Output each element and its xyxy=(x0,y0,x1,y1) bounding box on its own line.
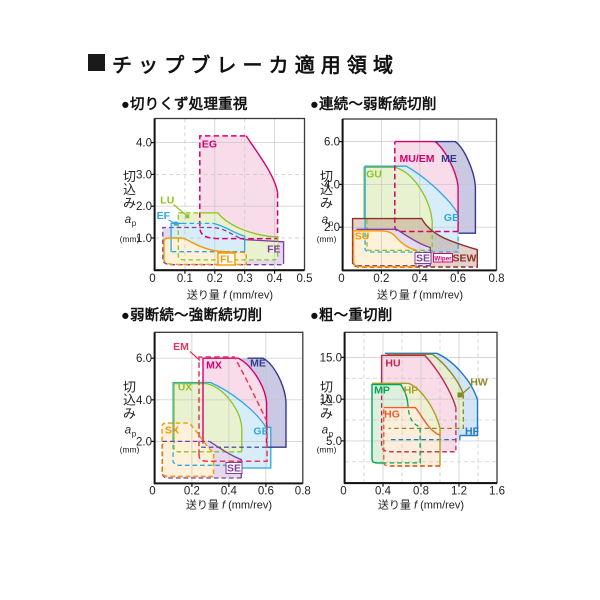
svg-text:み: み xyxy=(320,196,333,211)
svg-text:1.0: 1.0 xyxy=(136,233,152,245)
svg-text:込: 込 xyxy=(320,393,333,408)
svg-text:0: 0 xyxy=(149,273,155,285)
svg-text:●切りくず処理重視: ●切りくず処理重視 xyxy=(121,95,248,113)
svg-text:HP: HP xyxy=(404,385,419,397)
svg-text:HF: HF xyxy=(465,426,480,438)
svg-text:HG: HG xyxy=(384,409,400,421)
svg-text:SU: SU xyxy=(355,231,370,243)
svg-text:0.1: 0.1 xyxy=(177,273,193,285)
svg-text:a: a xyxy=(125,214,131,226)
svg-text:切: 切 xyxy=(123,169,136,184)
svg-text:1.6: 1.6 xyxy=(489,486,505,498)
svg-text:MP: MP xyxy=(374,385,390,397)
svg-text:送り量 f (mm/rev): 送り量 f (mm/rev) xyxy=(186,498,272,512)
svg-text:0.4: 0.4 xyxy=(375,486,392,498)
svg-text:込: 込 xyxy=(123,393,136,408)
svg-text:1.2: 1.2 xyxy=(451,486,467,498)
svg-text:MU/EM: MU/EM xyxy=(400,153,435,165)
svg-text:5.0: 5.0 xyxy=(326,436,342,448)
svg-text:0: 0 xyxy=(149,486,155,498)
svg-text:EF: EF xyxy=(157,210,171,222)
svg-text:3.0: 3.0 xyxy=(136,169,152,181)
svg-text:(mm): (mm) xyxy=(120,445,140,455)
svg-text:0.2: 0.2 xyxy=(184,486,200,498)
svg-text:0.8: 0.8 xyxy=(413,486,429,498)
svg-text:GE: GE xyxy=(444,212,459,224)
svg-text:a: a xyxy=(125,425,131,437)
svg-text:み: み xyxy=(123,406,136,421)
svg-text:●粗～重切削: ●粗～重切削 xyxy=(310,306,392,324)
svg-text:p: p xyxy=(132,430,137,439)
svg-text:a: a xyxy=(322,425,328,437)
svg-text:ME: ME xyxy=(250,358,266,370)
svg-text:込: 込 xyxy=(123,182,136,197)
svg-text:p: p xyxy=(329,430,334,439)
svg-text:a: a xyxy=(322,214,328,226)
svg-text:10.0: 10.0 xyxy=(320,394,342,406)
svg-text:p: p xyxy=(329,219,334,228)
svg-text:LU: LU xyxy=(160,195,174,207)
svg-text:6.0: 6.0 xyxy=(324,137,340,149)
svg-text:SEW: SEW xyxy=(453,252,477,264)
svg-text:EG: EG xyxy=(202,139,217,151)
svg-text:(mm): (mm) xyxy=(120,234,140,244)
svg-text:0.3: 0.3 xyxy=(237,273,253,285)
svg-text:4.0: 4.0 xyxy=(136,138,152,150)
svg-text:0.6: 0.6 xyxy=(450,273,466,285)
svg-text:4.0: 4.0 xyxy=(136,395,152,407)
svg-text:0: 0 xyxy=(340,486,346,498)
svg-text:み: み xyxy=(123,196,136,211)
svg-text:0.8: 0.8 xyxy=(295,486,311,498)
svg-text:み: み xyxy=(320,406,333,421)
svg-text:2.0: 2.0 xyxy=(136,201,152,213)
svg-text:込: 込 xyxy=(320,182,333,197)
svg-text:UX: UX xyxy=(178,382,193,394)
svg-text:チップブレーカ適用領域: チップブレーカ適用領域 xyxy=(112,53,399,77)
svg-text:0.2: 0.2 xyxy=(373,273,389,285)
svg-text:0.6: 0.6 xyxy=(258,486,274,498)
svg-text:(mm): (mm) xyxy=(317,234,337,244)
svg-text:SX: SX xyxy=(165,425,179,437)
svg-text:6.0: 6.0 xyxy=(136,353,152,365)
svg-text:●弱断続～強断続切削: ●弱断続～強断続切削 xyxy=(121,306,262,324)
svg-text:2.0: 2.0 xyxy=(324,222,340,234)
svg-text:4.0: 4.0 xyxy=(324,179,340,191)
svg-text:ME: ME xyxy=(441,153,457,165)
svg-text:HW: HW xyxy=(470,377,488,389)
svg-text:FE: FE xyxy=(267,244,280,256)
svg-text:15.0: 15.0 xyxy=(320,352,342,364)
svg-text:MX: MX xyxy=(206,360,222,372)
svg-text:0.2: 0.2 xyxy=(207,273,223,285)
svg-text:切: 切 xyxy=(123,379,136,394)
svg-text:0: 0 xyxy=(338,273,344,285)
svg-text:2.0: 2.0 xyxy=(136,436,152,448)
svg-text:0.4: 0.4 xyxy=(412,273,429,285)
svg-text:0.5: 0.5 xyxy=(297,273,313,285)
svg-text:EM: EM xyxy=(173,341,189,353)
svg-text:0.4: 0.4 xyxy=(221,486,238,498)
svg-text:HU: HU xyxy=(385,358,400,370)
svg-text:p: p xyxy=(132,219,137,228)
svg-text:送り量 f (mm/rev): 送り量 f (mm/rev) xyxy=(187,288,273,302)
svg-text:●連続～弱断続切削: ●連続～弱断続切削 xyxy=(310,95,437,113)
svg-text:切: 切 xyxy=(320,169,333,184)
svg-text:FL: FL xyxy=(220,254,233,266)
svg-text:GE: GE xyxy=(253,426,268,438)
svg-text:GU: GU xyxy=(366,169,382,181)
svg-text:送り量 f (mm/rev): 送り量 f (mm/rev) xyxy=(377,288,463,302)
svg-text:Wiper: Wiper xyxy=(434,255,452,262)
svg-text:SE: SE xyxy=(227,462,241,474)
svg-text:送り量 f (mm/rev): 送り量 f (mm/rev) xyxy=(378,498,464,512)
svg-text:0.8: 0.8 xyxy=(489,273,505,285)
svg-text:切: 切 xyxy=(320,379,333,394)
svg-text:(mm): (mm) xyxy=(317,445,337,455)
svg-text:SE: SE xyxy=(416,252,430,264)
svg-text:0.4: 0.4 xyxy=(267,273,284,285)
